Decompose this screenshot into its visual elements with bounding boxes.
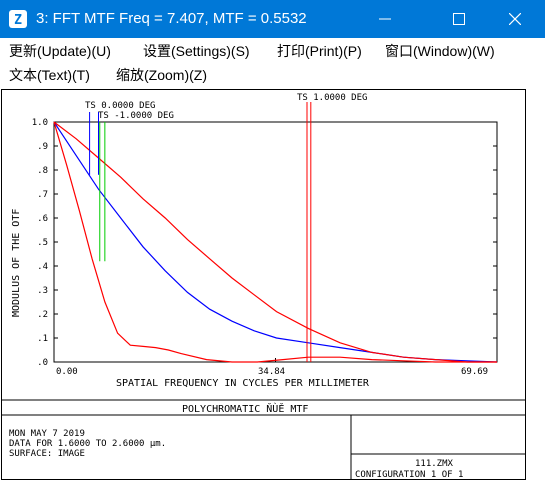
x-tick-label: 69.69 xyxy=(461,367,488,377)
y-tick-label: 1.0 xyxy=(32,118,48,128)
y-tick-label: .4 xyxy=(37,262,48,272)
menu-zoom[interactable]: 缩放(Zoom)(Z) xyxy=(116,67,207,83)
mtf-series-line xyxy=(53,121,497,363)
mtf-series-line xyxy=(53,121,498,363)
y-tick-label: .1 xyxy=(37,334,48,344)
x-tick-label: 34.84 xyxy=(258,367,285,377)
footer-surface: SURFACE: IMAGE xyxy=(9,449,85,459)
menu-window[interactable]: 窗口(Window)(W) xyxy=(385,43,495,59)
footer-caption: POLYCHROMATIC ŇÙĚ MTF xyxy=(182,402,308,415)
y-tick-label: .8 xyxy=(37,166,48,176)
footer-file: 111.ZMX xyxy=(415,459,454,469)
annotation-ts1: TS 1.0000 DEG xyxy=(297,93,367,103)
footer-data-for: DATA FOR 1.6000 TO 2.6000 μm. xyxy=(9,439,166,449)
maximize-icon xyxy=(453,13,465,25)
y-tick-label: .0 xyxy=(37,358,48,368)
window-title: 3: FFT MTF Freq = 7.407, MTF = 0.5532 xyxy=(36,10,307,27)
maximize-button[interactable] xyxy=(436,0,482,38)
y-tick-label: .3 xyxy=(37,286,48,296)
mtf-series-line xyxy=(53,121,497,363)
y-tick-label: .5 xyxy=(37,238,48,248)
y-tick-label: .9 xyxy=(37,142,48,152)
minimize-button[interactable] xyxy=(362,0,408,38)
plot-area: TS 0.0000 DEG TS -1.0000 DEG TS 1.0000 D… xyxy=(0,88,545,482)
zemax-app-icon[interactable]: Z xyxy=(8,9,28,29)
x-axis-label: SPATIAL FREQUENCY IN CYCLES PER MILLIMET… xyxy=(116,378,370,389)
menu-settings[interactable]: 设置(Settings)(S) xyxy=(143,43,250,59)
y-tick-label: .2 xyxy=(37,310,48,320)
footer-configuration: CONFIGURATION 1 OF 1 xyxy=(355,470,463,480)
menu-bar: 更新(Update)(U) 设置(Settings)(S) 打印(Print)(… xyxy=(0,38,545,88)
y-tick-label: .6 xyxy=(37,214,48,224)
close-button[interactable] xyxy=(492,0,538,38)
y-axis-label: MODULUS OF THE OTF xyxy=(11,209,22,317)
menu-print[interactable]: 打印(Print)(P) xyxy=(277,43,362,59)
close-icon xyxy=(509,13,521,25)
outer-frame xyxy=(1,89,526,480)
minimize-icon xyxy=(379,18,391,20)
plot-box xyxy=(53,121,498,363)
x-tick-label: 0.00 xyxy=(56,367,78,377)
annotation-ts0: TS 0.0000 DEG xyxy=(85,101,155,111)
menu-text[interactable]: 文本(Text)(T) xyxy=(9,67,90,83)
footer-date: MON MAY 7 2019 xyxy=(9,429,85,439)
y-tick-label: .7 xyxy=(37,190,48,200)
annotation-ts-neg1: TS -1.0000 DEG xyxy=(98,111,174,121)
svg-text:Z: Z xyxy=(14,13,22,28)
mtf-plot: TS 0.0000 DEG TS -1.0000 DEG TS 1.0000 D… xyxy=(1,89,526,480)
menu-update[interactable]: 更新(Update)(U) xyxy=(9,43,111,59)
title-bar: Z 3: FFT MTF Freq = 7.407, MTF = 0.5532 xyxy=(0,0,545,38)
